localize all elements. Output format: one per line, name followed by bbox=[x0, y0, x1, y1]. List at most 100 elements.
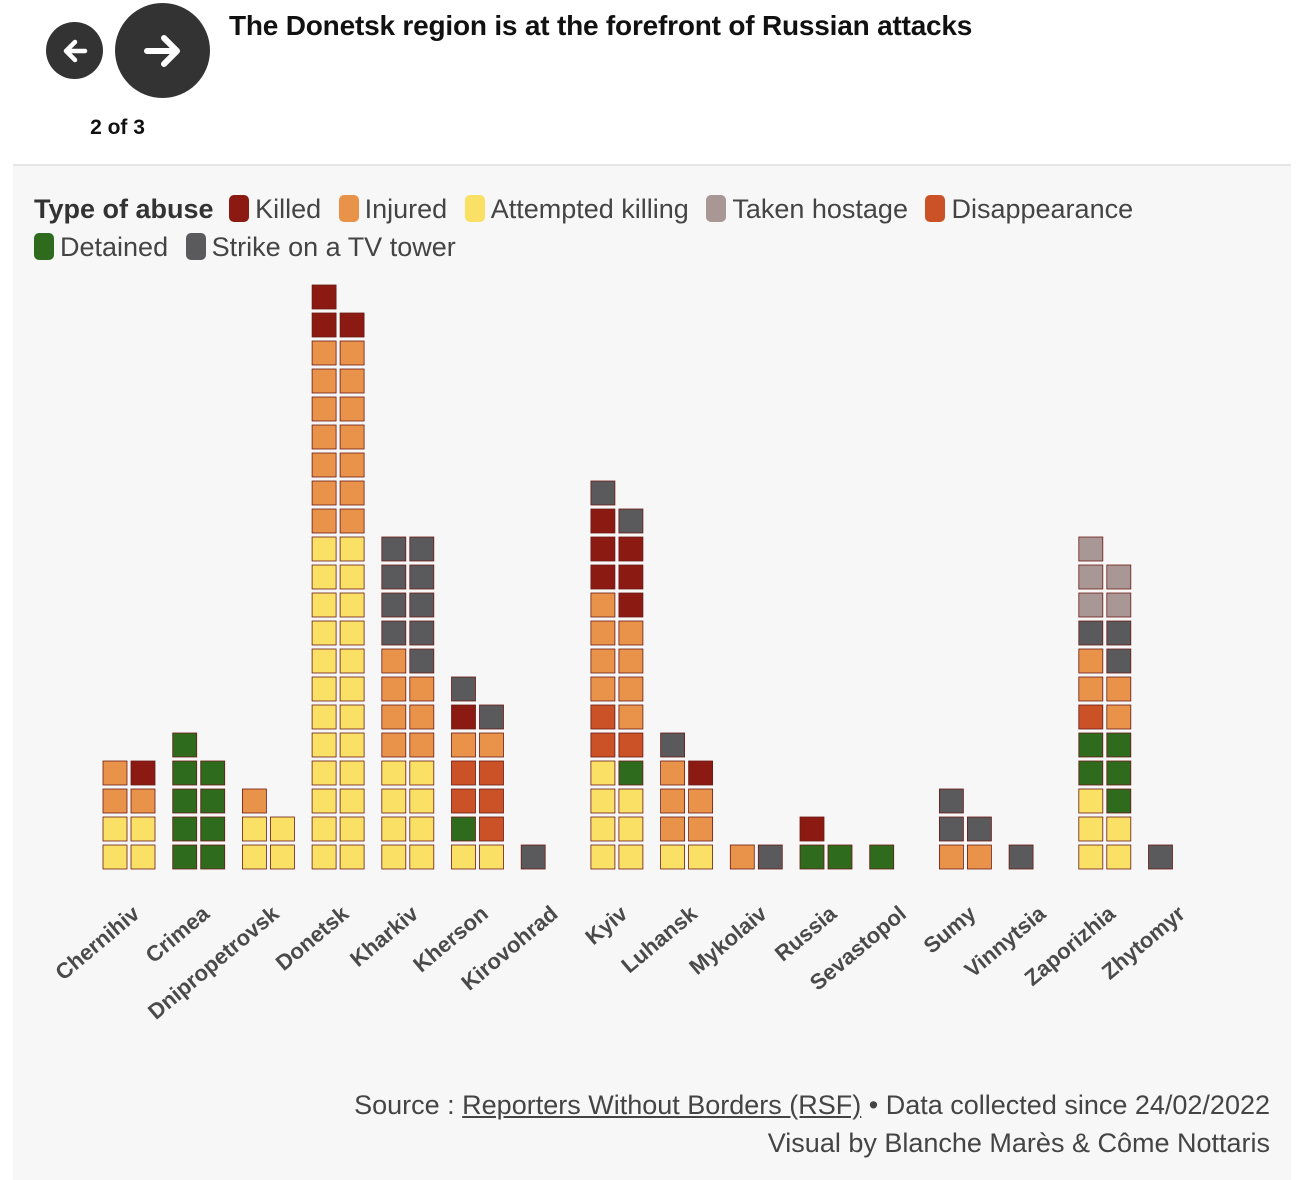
waffle-cell-attempted bbox=[339, 676, 365, 702]
waffle-cell-killed bbox=[799, 816, 825, 842]
waffle-cell-tvtower bbox=[381, 620, 407, 646]
waffle-cell-detained bbox=[200, 788, 226, 814]
waffle-cell-hostage bbox=[1106, 564, 1132, 590]
waffle-cell-attempted bbox=[590, 844, 616, 870]
waffle-cell-injured bbox=[339, 480, 365, 506]
source-suffix: • Data collected since 24/02/2022 bbox=[861, 1090, 1270, 1120]
legend-item-killed: Killed bbox=[229, 190, 321, 228]
waffle-cell-disappearance bbox=[618, 732, 644, 758]
legend-label: Injured bbox=[364, 194, 448, 224]
waffle-cell-tvtower bbox=[660, 732, 685, 758]
waffle-cell-attempted bbox=[381, 788, 407, 814]
waffle-cell-disappearance bbox=[451, 788, 476, 814]
waffle-cell-detained bbox=[1078, 760, 1104, 786]
waffle-cell-attempted bbox=[339, 592, 365, 618]
x-tick-label: Chernihiv bbox=[50, 900, 144, 985]
waffle-cell-attempted bbox=[311, 704, 337, 730]
waffle-cell-attempted bbox=[339, 648, 365, 674]
waffle-cell-injured bbox=[590, 592, 616, 618]
waffle-cell-injured bbox=[381, 732, 407, 758]
waffle-cell-injured bbox=[590, 620, 616, 646]
waffle-cell-injured bbox=[618, 620, 644, 646]
waffle-cell-injured bbox=[381, 676, 407, 702]
waffle-cell-injured bbox=[339, 452, 365, 478]
waffle-cell-tvtower bbox=[967, 816, 992, 842]
waffle-cell-tvtower bbox=[590, 480, 616, 506]
waffle-cell-attempted bbox=[339, 732, 365, 758]
waffle-cell-injured bbox=[1106, 676, 1132, 702]
waffle-cell-injured bbox=[130, 788, 156, 814]
waffle-cell-attempted bbox=[311, 844, 337, 870]
waffle-cell-attempted bbox=[409, 816, 435, 842]
waffle-cell-attempted bbox=[409, 760, 435, 786]
waffle-cell-injured bbox=[451, 732, 476, 758]
waffle-cell-detained bbox=[1106, 788, 1132, 814]
waffle-cell-attempted bbox=[241, 816, 267, 842]
waffle-cell-tvtower bbox=[1078, 620, 1104, 646]
legend-item-injured: Injured bbox=[338, 190, 448, 228]
next-button[interactable] bbox=[115, 3, 210, 98]
waffle-cell-tvtower bbox=[520, 844, 546, 870]
waffle-cell-attempted bbox=[339, 704, 365, 730]
waffle-cell-injured bbox=[381, 648, 407, 674]
waffle-cell-killed bbox=[618, 592, 644, 618]
waffle-cell-disappearance bbox=[590, 732, 616, 758]
waffle-cell-tvtower bbox=[939, 788, 964, 814]
waffle-cell-tvtower bbox=[409, 536, 435, 562]
x-tick-label: Mykolaiv bbox=[684, 900, 772, 979]
legend-swatch bbox=[925, 195, 946, 222]
waffle-cell-attempted bbox=[311, 592, 337, 618]
waffle-cell-attempted bbox=[339, 760, 365, 786]
legend-label: Killed bbox=[255, 194, 322, 224]
waffle-cell-attempted bbox=[590, 816, 616, 842]
credit-line: Visual by Blanche Marès & Côme Nottaris bbox=[767, 1128, 1270, 1158]
source-link[interactable]: Reporters Without Borders (RSF) bbox=[462, 1090, 862, 1120]
waffle-cell-detained bbox=[200, 760, 226, 786]
waffle-cell-hostage bbox=[1078, 564, 1104, 590]
legend-title: Type of abuse bbox=[34, 194, 214, 224]
waffle-cell-attempted bbox=[339, 844, 365, 870]
waffle-cell-attempted bbox=[381, 844, 407, 870]
waffle-cell-injured bbox=[339, 340, 365, 366]
x-tick-label: Kyiv bbox=[580, 900, 632, 950]
waffle-cell-injured bbox=[939, 844, 964, 870]
waffle-cell-disappearance bbox=[479, 788, 504, 814]
waffle-cell-attempted bbox=[339, 564, 365, 590]
waffle-cell-attempted bbox=[130, 816, 156, 842]
waffle-cell-tvtower bbox=[939, 816, 964, 842]
waffle-cell-injured bbox=[311, 396, 337, 422]
waffle-cell-tvtower bbox=[618, 508, 644, 534]
source-prefix: Source : bbox=[354, 1090, 463, 1120]
waffle-cell-injured bbox=[409, 704, 435, 730]
waffle-cell-injured bbox=[479, 732, 504, 758]
waffle-cell-injured bbox=[618, 704, 644, 730]
waffle-cell-injured bbox=[311, 452, 337, 478]
waffle-cell-attempted bbox=[311, 564, 337, 590]
waffle-cell-attempted bbox=[241, 844, 267, 870]
source-line: Source : Reporters Without Borders (RSF)… bbox=[354, 1086, 1270, 1124]
waffle-cell-attempted bbox=[102, 816, 128, 842]
waffle-cell-injured bbox=[311, 340, 337, 366]
waffle-cell-attempted bbox=[479, 844, 504, 870]
legend-item-detained: Detained bbox=[34, 228, 168, 266]
waffle-cell-attempted bbox=[1078, 844, 1104, 870]
waffle-cell-attempted bbox=[102, 844, 128, 870]
legend-swatch bbox=[34, 233, 54, 260]
waffle-cell-injured bbox=[688, 788, 713, 814]
waffle-cell-injured bbox=[1106, 704, 1132, 730]
waffle-cell-attempted bbox=[1078, 816, 1104, 842]
waffle-cell-detained bbox=[618, 760, 644, 786]
waffle-cell-attempted bbox=[269, 844, 295, 870]
legend-swatch bbox=[464, 195, 485, 222]
waffle-cell-tvtower bbox=[409, 564, 435, 590]
waffle-cell-attempted bbox=[269, 816, 295, 842]
waffle-cell-hostage bbox=[1078, 536, 1104, 562]
waffle-bar-chart: ChernihivCrimeaDnipropetrovskDonetskKhar… bbox=[50, 284, 1190, 1024]
waffle-cell-detained bbox=[172, 760, 198, 786]
previous-button[interactable] bbox=[46, 22, 103, 79]
waffle-cell-injured bbox=[590, 676, 616, 702]
waffle-cell-detained bbox=[172, 732, 198, 758]
waffle-cell-tvtower bbox=[409, 620, 435, 646]
waffle-cell-attempted bbox=[1078, 788, 1104, 814]
waffle-cell-tvtower bbox=[409, 648, 435, 674]
